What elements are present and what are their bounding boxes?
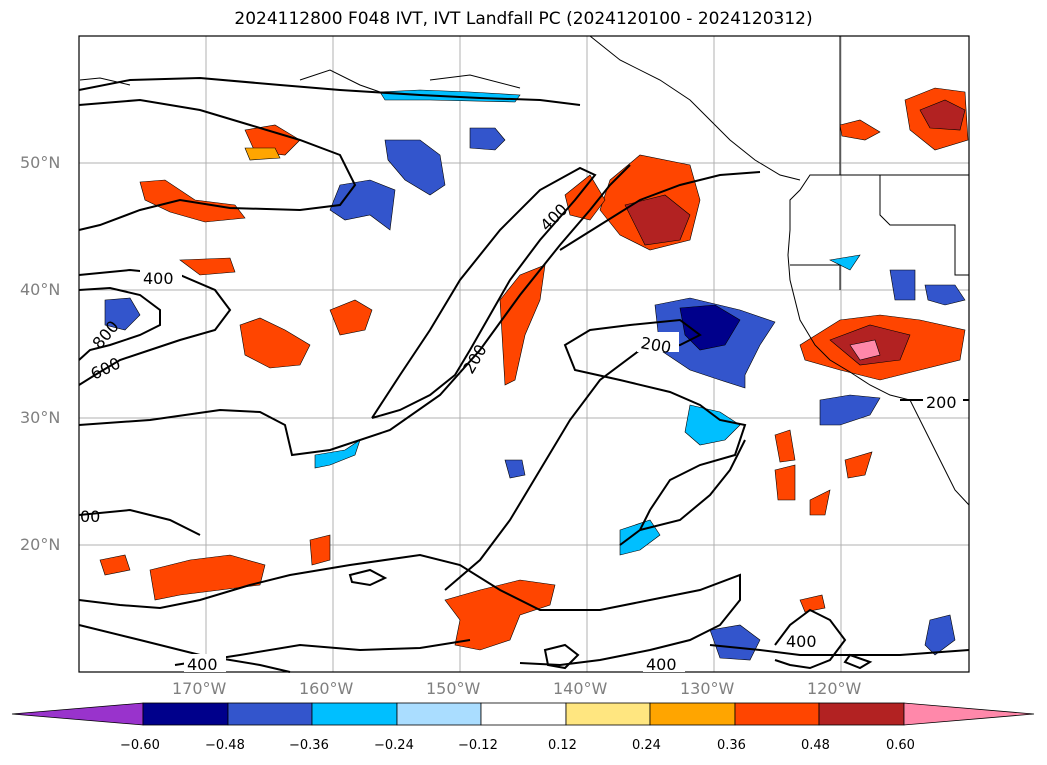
colorbar-tick: 0.60 <box>886 738 915 753</box>
lon-label-120w: 120°W <box>807 679 862 698</box>
colorbar-extend-min <box>11 702 144 726</box>
colorbar-tick: −0.36 <box>289 738 329 753</box>
colorbar-tick: −0.48 <box>205 738 245 753</box>
lon-label-150w: 150°W <box>426 679 481 698</box>
coastlines <box>79 35 970 506</box>
map-frame <box>78 35 970 673</box>
gridlines <box>79 36 969 672</box>
contour-label: 200 <box>926 393 957 412</box>
colorbar <box>11 702 1035 726</box>
lon-label-140w: 140°W <box>553 679 608 698</box>
colorbar-tick: −0.60 <box>120 738 160 753</box>
contour-label: 400 <box>187 655 218 674</box>
map-title: 2024112800 F048 IVT, IVT Landfall PC (20… <box>234 9 813 29</box>
colorbar-extend-max <box>903 702 1035 726</box>
lat-label-50n: 50°N <box>20 153 61 172</box>
colorbar-tick: −0.24 <box>374 738 414 753</box>
lon-label-130w: 130°W <box>680 679 735 698</box>
lon-label-160w: 160°W <box>299 679 354 698</box>
lat-label-30n: 30°N <box>20 408 61 427</box>
colorbar-tick: 0.36 <box>717 738 746 753</box>
lat-label-40n: 40°N <box>20 280 61 299</box>
contour-label: 400 <box>646 655 677 674</box>
negative-pc-areas <box>104 89 966 661</box>
lat-label-20n: 20°N <box>20 535 61 554</box>
colorbar-tick: 0.12 <box>548 738 577 753</box>
colorbar-tick: 0.24 <box>632 738 661 753</box>
positive-pc-areas <box>99 87 969 651</box>
contour-label: 400 <box>786 632 817 651</box>
colorbar-tick: −0.12 <box>458 738 498 753</box>
contour-label: 400 <box>143 269 174 288</box>
lon-label-170w: 170°W <box>172 679 227 698</box>
contour-label: 00 <box>80 507 100 526</box>
colorbar-tick: 0.48 <box>801 738 830 753</box>
ivt-contours <box>78 76 970 673</box>
